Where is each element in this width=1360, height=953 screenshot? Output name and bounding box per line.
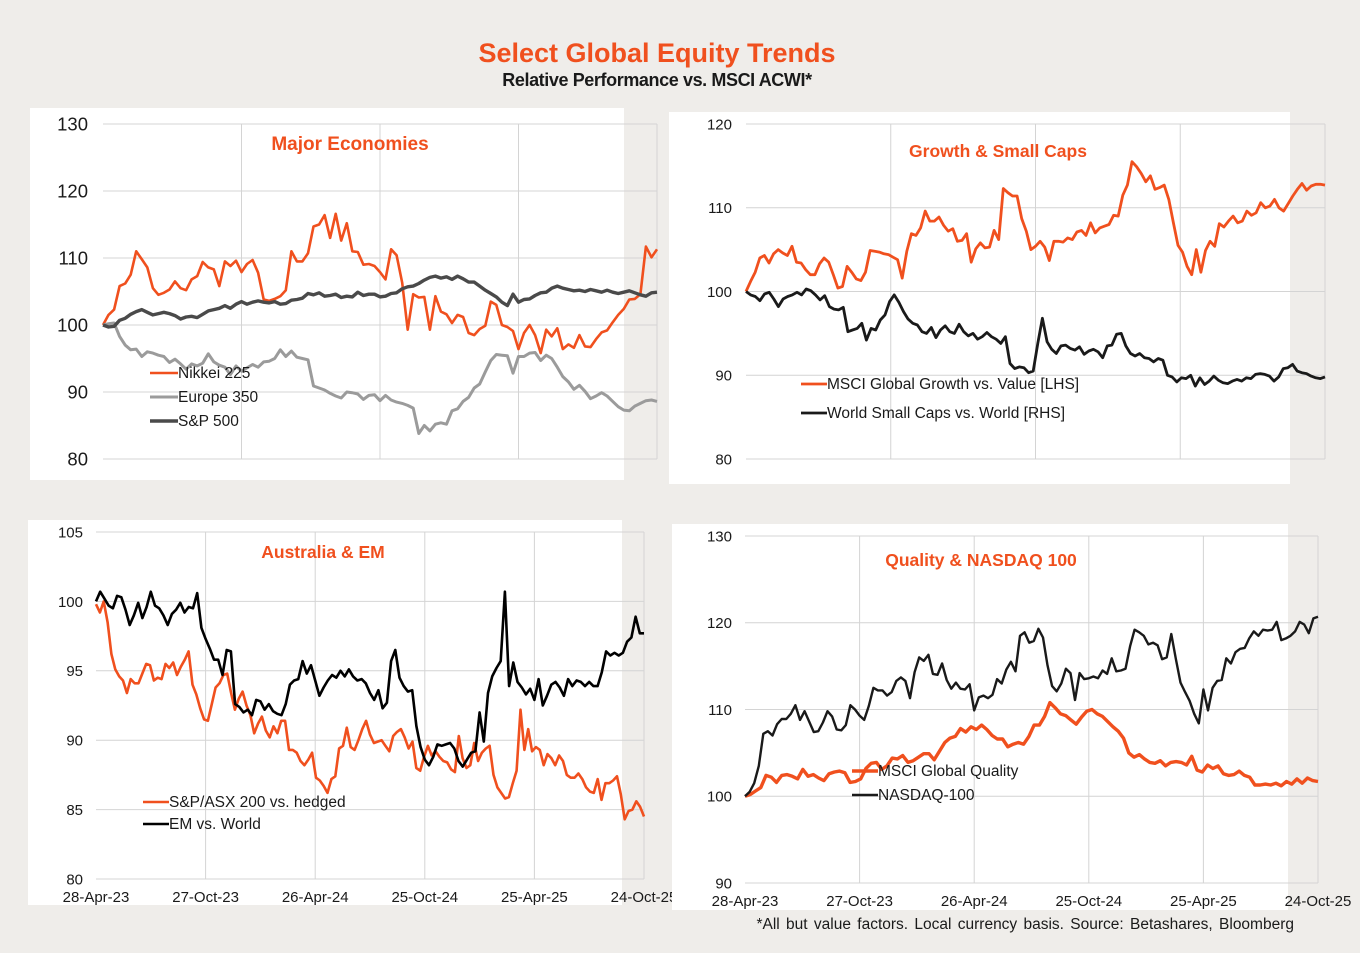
x-tick-label: 25-Apr-25 — [501, 889, 568, 906]
legend-label: EM vs. World — [169, 816, 261, 833]
legend-label: MSCI Global Quality — [878, 763, 1019, 780]
legend-label: MSCI Global Growth vs. Value [LHS] — [827, 376, 1079, 393]
y-tick-label: 130 — [707, 528, 732, 545]
x-tick-label: 25-Oct-24 — [391, 889, 458, 906]
series-line-s-p-asx-200-vs-hedged — [94, 600, 646, 821]
main-title: Select Global Equity Trends — [478, 38, 836, 68]
legend-label: Nikkei 225 — [178, 365, 250, 382]
source-footnote: *All but value factors. Local currency b… — [756, 916, 1294, 933]
series-line-nikkei-225 — [101, 212, 659, 355]
y-tick-label: 110 — [708, 702, 732, 719]
legend-label: NASDAQ-100 — [878, 787, 975, 804]
x-tick-label: 28-Apr-23 — [63, 889, 130, 906]
x-tick-label: 26-Apr-24 — [282, 889, 349, 906]
chart-title: Growth & Small Caps — [909, 141, 1087, 161]
chart-panel-major-economies: 80 90 100 110 120 130 Major Economies Nikkei 22… — [30, 108, 659, 480]
x-tick-label: 24-Oct-25 — [611, 889, 678, 906]
y-tick-label: 100 — [57, 315, 88, 336]
sub-title: Relative Performance vs. MSCI ACWI* — [502, 70, 812, 90]
x-tick-label: 27-Oct-23 — [172, 889, 239, 906]
series-line-europe-350 — [102, 321, 658, 435]
y-tick-label: 85 — [66, 802, 83, 819]
chart-title: Australia & EM — [261, 542, 385, 562]
chart-svg-major: 80 90 100 110 120 130 Major Economies Nikkei 22… — [57, 114, 659, 470]
chart-panel-growth-small-caps: 80 90 100 110 120 Growth & Small Caps MSCI Glo… — [669, 112, 1326, 484]
series-line-world-small-caps-vs-world-rhs — [745, 287, 1326, 388]
chart-svg-quality: 90 100 110 120 130 28-Apr-23 27-Oct-23 26-Apr-2… — [707, 528, 1351, 910]
y-tick-label: 90 — [66, 733, 83, 750]
legend-label: World Small Caps vs. World [RHS] — [827, 405, 1065, 422]
y-tick-label: 95 — [66, 663, 83, 680]
x-tick-label: 28-Apr-23 — [712, 893, 779, 910]
series-line-msci-global-growth-vs-value-lhs — [744, 160, 1326, 293]
y-tick-label: 105 — [58, 524, 83, 541]
chart-panel-australia-em: 80 85 90 95 100 105 28-Apr-23 27-Oct-23 26-Apr-2… — [28, 520, 677, 906]
y-tick-label: 130 — [57, 114, 88, 135]
series-line-msci-global-quality — [744, 700, 1319, 798]
x-tick-label: 25-Oct-24 — [1055, 893, 1122, 910]
y-tick-label: 100 — [707, 789, 732, 806]
y-tick-label: 80 — [66, 871, 83, 888]
y-tick-label: 110 — [708, 200, 732, 217]
y-tick-label: 100 — [707, 284, 732, 301]
y-tick-label: 90 — [715, 368, 732, 385]
y-tick-label: 90 — [67, 382, 88, 403]
y-tick-label: 120 — [707, 116, 732, 133]
x-tick-label: 26-Apr-24 — [941, 893, 1008, 910]
legend-label: Europe 350 — [178, 389, 259, 406]
y-tick-label: 120 — [707, 615, 732, 632]
series-line-s-p-500 — [102, 274, 658, 329]
chart-title: Major Economies — [271, 134, 428, 155]
chart-panel-quality-nasdaq: 90 100 110 120 130 28-Apr-23 27-Oct-23 26-Apr-2… — [672, 524, 1351, 910]
y-tick-label: 80 — [67, 449, 88, 470]
x-tick-label: 24-Oct-25 — [1285, 893, 1352, 910]
legend-label: S&P 500 — [178, 413, 239, 430]
y-tick-label: 80 — [715, 451, 732, 468]
y-tick-label: 110 — [59, 248, 89, 269]
y-tick-label: 100 — [58, 594, 83, 611]
chart-title: Quality & NASDAQ 100 — [885, 550, 1077, 570]
y-tick-label: 120 — [57, 181, 88, 202]
series-line-nasdaq-100 — [744, 615, 1319, 798]
x-tick-label: 27-Oct-23 — [826, 893, 893, 910]
chart-svg-growth: 80 90 100 110 120 Growth & Small Caps MSCI Glo… — [707, 116, 1326, 468]
chart-svg-aus: 80 85 90 95 100 105 28-Apr-23 27-Oct-23 26-Apr-2… — [58, 524, 677, 906]
legend-label: S&P/ASX 200 vs. hedged — [169, 794, 346, 811]
x-tick-label: 25-Apr-25 — [1170, 893, 1237, 910]
series-line-em-vs-world — [94, 590, 644, 768]
y-tick-label: 90 — [715, 875, 732, 892]
